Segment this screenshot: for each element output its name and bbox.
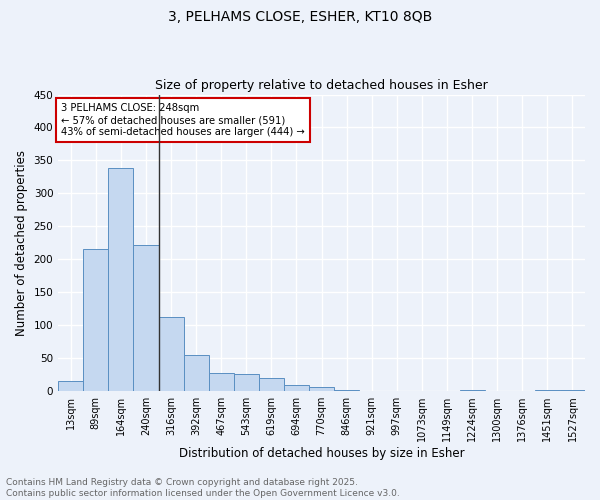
Bar [209,373,234,391]
Bar [309,387,334,391]
Bar [284,385,309,391]
Bar [184,356,209,391]
Y-axis label: Number of detached properties: Number of detached properties [15,150,28,336]
Bar [560,390,585,391]
Bar [109,168,133,391]
Bar [535,390,560,391]
Bar [83,248,109,391]
Title: Size of property relative to detached houses in Esher: Size of property relative to detached ho… [155,79,488,92]
Text: 3 PELHAMS CLOSE: 248sqm
← 57% of detached houses are smaller (591)
43% of semi-d: 3 PELHAMS CLOSE: 248sqm ← 57% of detache… [61,104,305,136]
Bar [334,390,359,391]
Bar [234,374,259,391]
Text: 3, PELHAMS CLOSE, ESHER, KT10 8QB: 3, PELHAMS CLOSE, ESHER, KT10 8QB [168,10,432,24]
Bar [133,244,158,391]
Bar [259,378,284,391]
Bar [460,390,485,391]
Text: Contains HM Land Registry data © Crown copyright and database right 2025.
Contai: Contains HM Land Registry data © Crown c… [6,478,400,498]
Bar [58,381,83,391]
Bar [158,317,184,391]
X-axis label: Distribution of detached houses by size in Esher: Distribution of detached houses by size … [179,447,464,460]
